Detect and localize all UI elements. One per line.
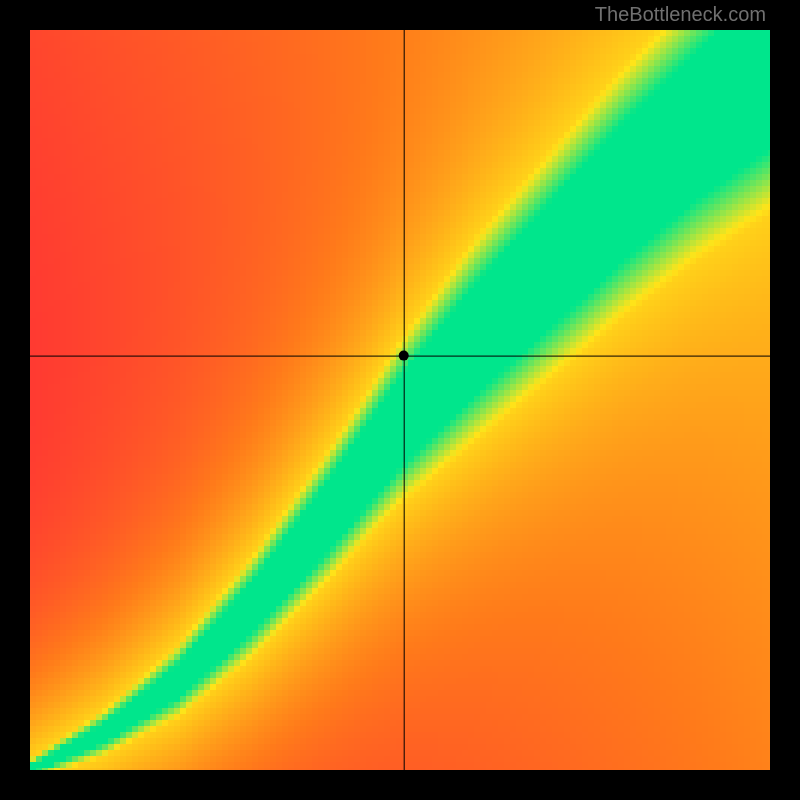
watermark-text: TheBottleneck.com xyxy=(595,4,766,27)
bottleneck-heatmap xyxy=(0,0,800,800)
chart-root: TheBottleneck.com xyxy=(0,0,800,800)
